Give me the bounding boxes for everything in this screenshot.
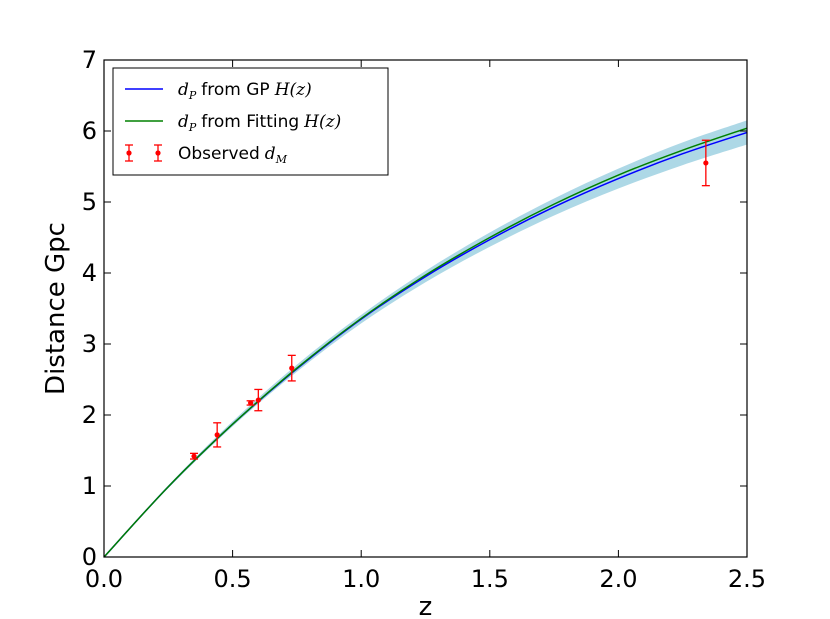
fit-series-line	[104, 127, 747, 557]
legend-observed-label: Observed dM	[178, 144, 288, 166]
legend-fit-math: H(z)	[303, 112, 341, 132]
observed-point-marker	[255, 397, 261, 403]
observed-points-layer	[190, 139, 710, 460]
legend-gp-math: H(z)	[274, 80, 312, 100]
observed-point-1	[190, 452, 199, 460]
legend-observed-subscript: M	[275, 153, 288, 166]
legend-gp-symbol: d	[178, 80, 189, 100]
plot-frame	[103, 59, 748, 558]
x-tick-label: 0.5	[214, 565, 252, 593]
y-tick-label: 1	[82, 472, 97, 500]
legend-observed-symbol: d	[265, 144, 276, 164]
y-tick-label: 7	[82, 46, 97, 74]
observed-point-marker	[703, 160, 709, 166]
observed-point-marker	[289, 365, 295, 371]
confidence-band	[104, 120, 747, 557]
observed-point-4	[254, 388, 263, 412]
legend-fit-symbol: d	[178, 112, 189, 132]
legend-gp-label: dP from GP H(z)	[178, 80, 312, 102]
x-tick-label: 0.0	[85, 565, 123, 593]
x-axis-label: z	[419, 592, 433, 619]
y-tick-label: 6	[82, 117, 97, 145]
legend-gp-subscript: P	[188, 89, 197, 102]
x-tick-label: 2.5	[728, 565, 766, 593]
observed-point-5	[287, 354, 296, 382]
y-tick-label: 2	[82, 401, 97, 429]
y-tick-label: 4	[82, 259, 97, 287]
x-tick-label: 1.0	[342, 565, 380, 593]
y-tick-label: 5	[82, 188, 97, 216]
x-tick-label: 2.0	[599, 565, 637, 593]
observed-point-marker	[248, 400, 254, 406]
y-axis-label: Distance Gpc	[41, 222, 71, 395]
legend-observed-errorbar-1	[125, 144, 133, 162]
legend-observed-errorbar-2	[154, 144, 162, 162]
x-tick-label: 1.5	[471, 565, 509, 593]
observed-point-6	[701, 139, 710, 187]
legend-gp-text: from GP	[201, 80, 269, 100]
observed-point-marker	[191, 453, 197, 459]
y-tick-label: 3	[82, 330, 97, 358]
y-tick-label: 0	[82, 543, 97, 571]
observed-point-2	[213, 422, 222, 448]
axis-ticks-layer: 0.0 0.5 1.0 1.5 2.0 2.5 0 1 2 3 4 5 6 7	[82, 46, 766, 593]
legend-observed-text: Observed	[178, 144, 260, 164]
legend-fit-label: dP from Fitting H(z)	[178, 112, 341, 134]
legend-fit-subscript: P	[188, 121, 197, 134]
legend-observed-marker	[125, 144, 162, 162]
series-lines-layer	[104, 127, 747, 557]
observed-point-marker	[214, 432, 220, 438]
legend-fit-text: from Fitting	[201, 112, 299, 132]
legend: dP from GP H(z) dP from Fitting H(z) Observe…	[112, 67, 389, 176]
observed-point-3	[246, 400, 255, 406]
confidence-band-layer	[104, 120, 747, 557]
